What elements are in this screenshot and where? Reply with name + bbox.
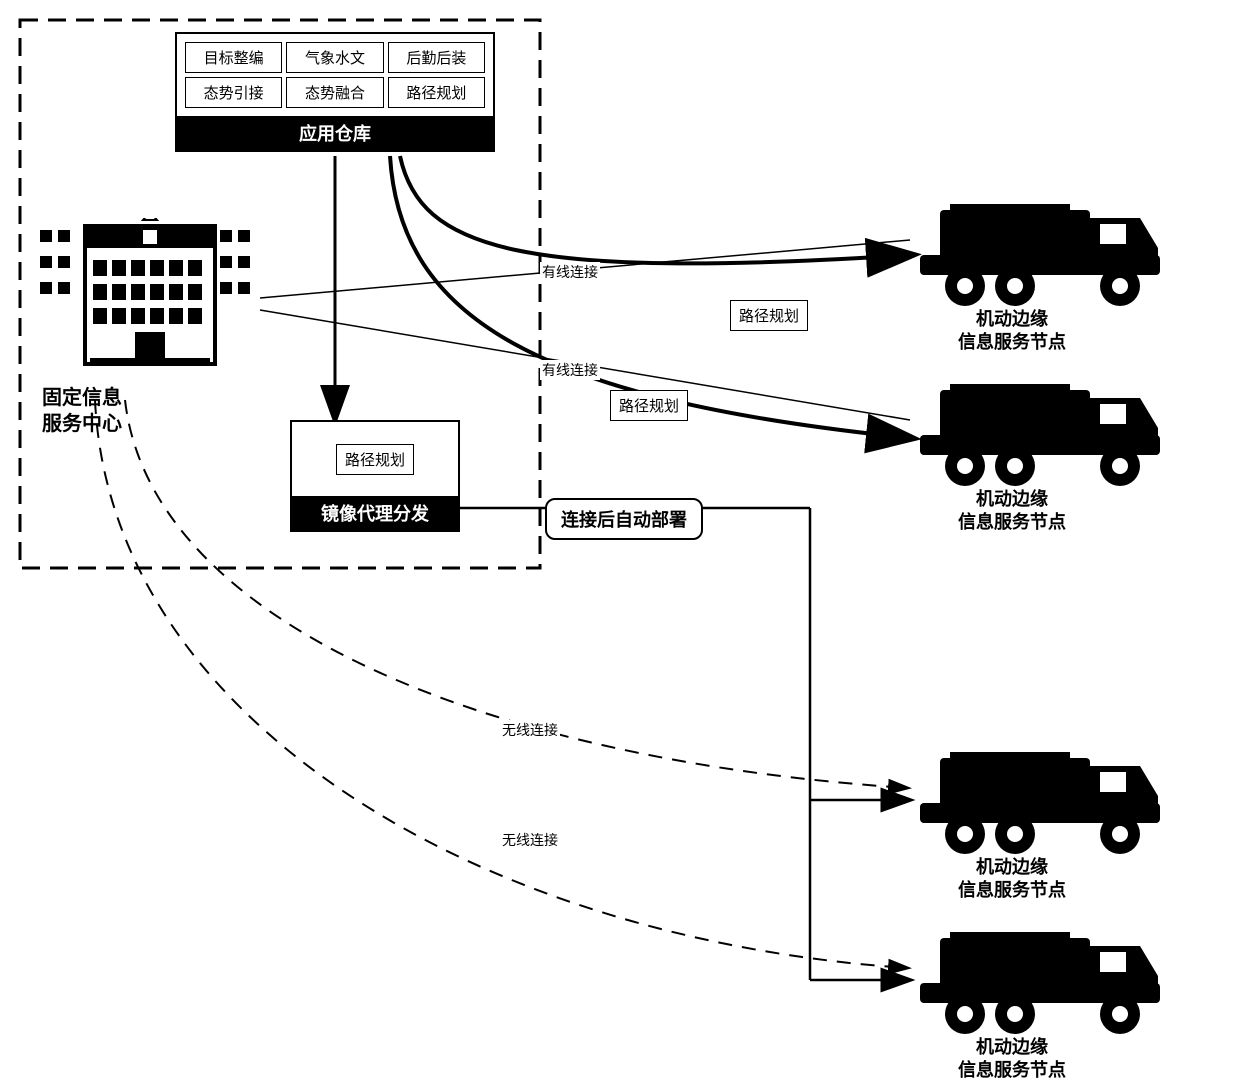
app-item: 后勤后装 <box>388 42 485 73</box>
mirror-proxy-inner-label: 路径规划 <box>336 444 414 475</box>
truck-label: 机动边缘信息服务节点 <box>958 856 1066 903</box>
truck-label: 机动边缘信息服务节点 <box>958 1036 1066 1083</box>
wireless-conn-label: 无线连接 <box>500 720 560 740</box>
building-label: 固定信息服务中心 <box>42 385 122 437</box>
app-item: 态势融合 <box>286 77 383 108</box>
path-plan-box: 路径规划 <box>730 300 808 331</box>
wired-conn-label: 有线连接 <box>540 262 600 282</box>
truck-label: 机动边缘信息服务节点 <box>958 308 1066 355</box>
app-repository-panel: 目标整编气象水文后勤后装态势引接态势融合路径规划 应用仓库 <box>175 32 495 152</box>
mirror-proxy-panel: 路径规划 镜像代理分发 <box>290 420 460 532</box>
auto-deploy-label: 连接后自动部署 <box>545 498 703 540</box>
app-item: 目标整编 <box>185 42 282 73</box>
mirror-proxy-title: 镜像代理分发 <box>292 496 458 530</box>
wired-conn-label: 有线连接 <box>540 360 600 380</box>
app-item: 态势引接 <box>185 77 282 108</box>
path-plan-box: 路径规划 <box>610 390 688 421</box>
diagram-svg <box>0 0 1240 1086</box>
app-item: 路径规划 <box>388 77 485 108</box>
app-item: 气象水文 <box>286 42 383 73</box>
truck-label: 机动边缘信息服务节点 <box>958 488 1066 535</box>
app-repo-title: 应用仓库 <box>177 116 493 150</box>
wireless-conn-label: 无线连接 <box>500 830 560 850</box>
